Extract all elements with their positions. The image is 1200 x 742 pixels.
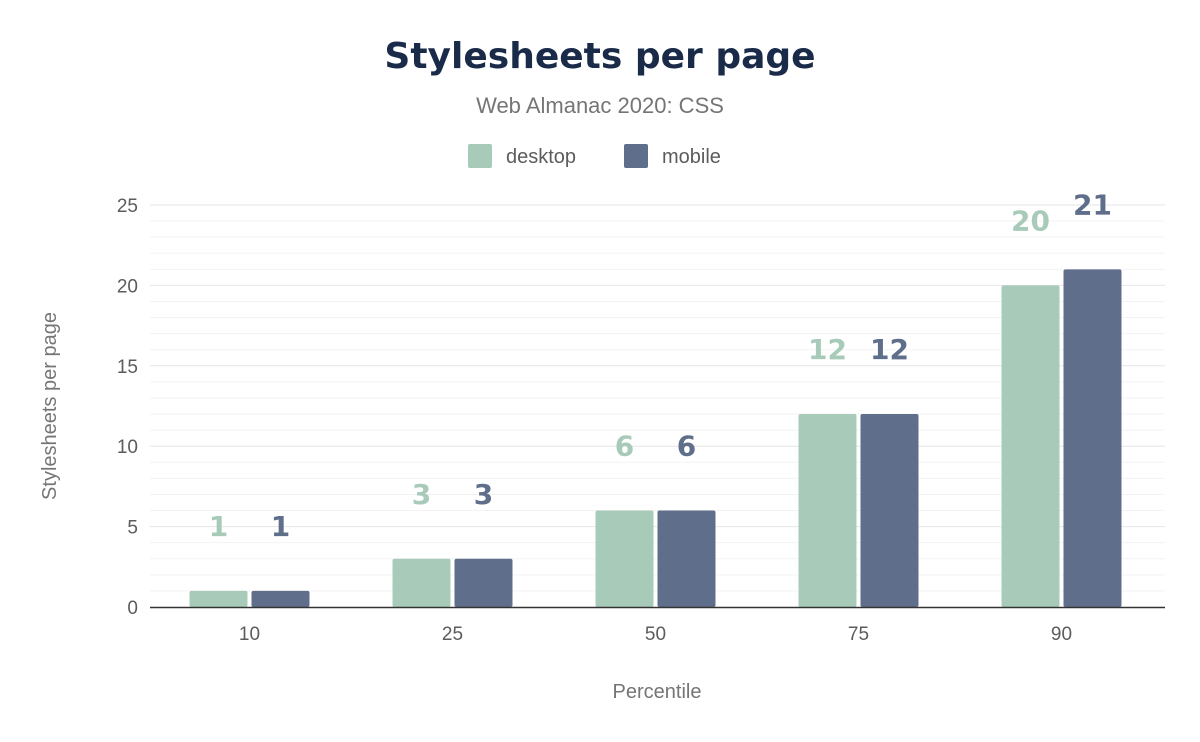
bar-mobile-25 (454, 558, 513, 607)
y-tick-label: 10 (117, 437, 138, 458)
data-label-desktop-90: 20 (1011, 204, 1050, 237)
bar-desktop-90 (1001, 285, 1060, 607)
x-tick-label: 75 (848, 624, 869, 645)
y-tick-label: 5 (127, 518, 138, 539)
data-label-desktop-25: 3 (412, 478, 431, 511)
x-axis-ticks: 10 25 50 75 90 (239, 624, 1072, 645)
data-label-mobile-50: 6 (677, 430, 696, 463)
bar-mobile-75 (860, 414, 919, 607)
legend: desktop mobile (468, 144, 721, 168)
data-label-desktop-10: 1 (209, 510, 228, 543)
data-label-desktop-75: 12 (808, 333, 847, 366)
bar-mobile-90 (1063, 269, 1122, 607)
data-label-mobile-25: 3 (474, 478, 493, 511)
bar-mobile-50 (657, 510, 716, 607)
bar-desktop-10 (189, 590, 248, 607)
y-tick-label: 0 (127, 598, 138, 619)
data-label-desktop-50: 6 (615, 430, 634, 463)
y-tick-label: 20 (117, 276, 138, 297)
bar-desktop-25 (392, 558, 451, 607)
x-tick-label: 90 (1051, 624, 1072, 645)
bar-mobile-10 (251, 590, 310, 607)
y-axis-label: Stylesheets per page (39, 312, 61, 500)
gridlines (150, 204, 1165, 592)
bars: 1 1 3 3 6 6 12 12 20 21 (189, 188, 1122, 607)
data-label-mobile-10: 1 (271, 510, 290, 543)
y-axis-ticks: 0 5 10 15 20 25 (117, 196, 138, 619)
legend-swatch-desktop (468, 144, 492, 168)
x-tick-label: 10 (239, 624, 260, 645)
legend-label-desktop: desktop (506, 146, 576, 168)
chart-title: Stylesheets per page (384, 36, 815, 77)
legend-swatch-mobile (624, 144, 648, 168)
bar-desktop-50 (595, 510, 654, 607)
x-axis-label: Percentile (613, 681, 702, 703)
x-tick-label: 25 (442, 624, 463, 645)
chart-subtitle: Web Almanac 2020: CSS (476, 93, 724, 118)
data-label-mobile-75: 12 (870, 333, 909, 366)
data-label-mobile-90: 21 (1073, 188, 1112, 221)
x-tick-label: 50 (645, 624, 666, 645)
y-tick-label: 15 (117, 357, 138, 378)
bar-desktop-75 (798, 414, 857, 607)
legend-label-mobile: mobile (662, 146, 721, 168)
y-tick-label: 25 (117, 196, 138, 217)
